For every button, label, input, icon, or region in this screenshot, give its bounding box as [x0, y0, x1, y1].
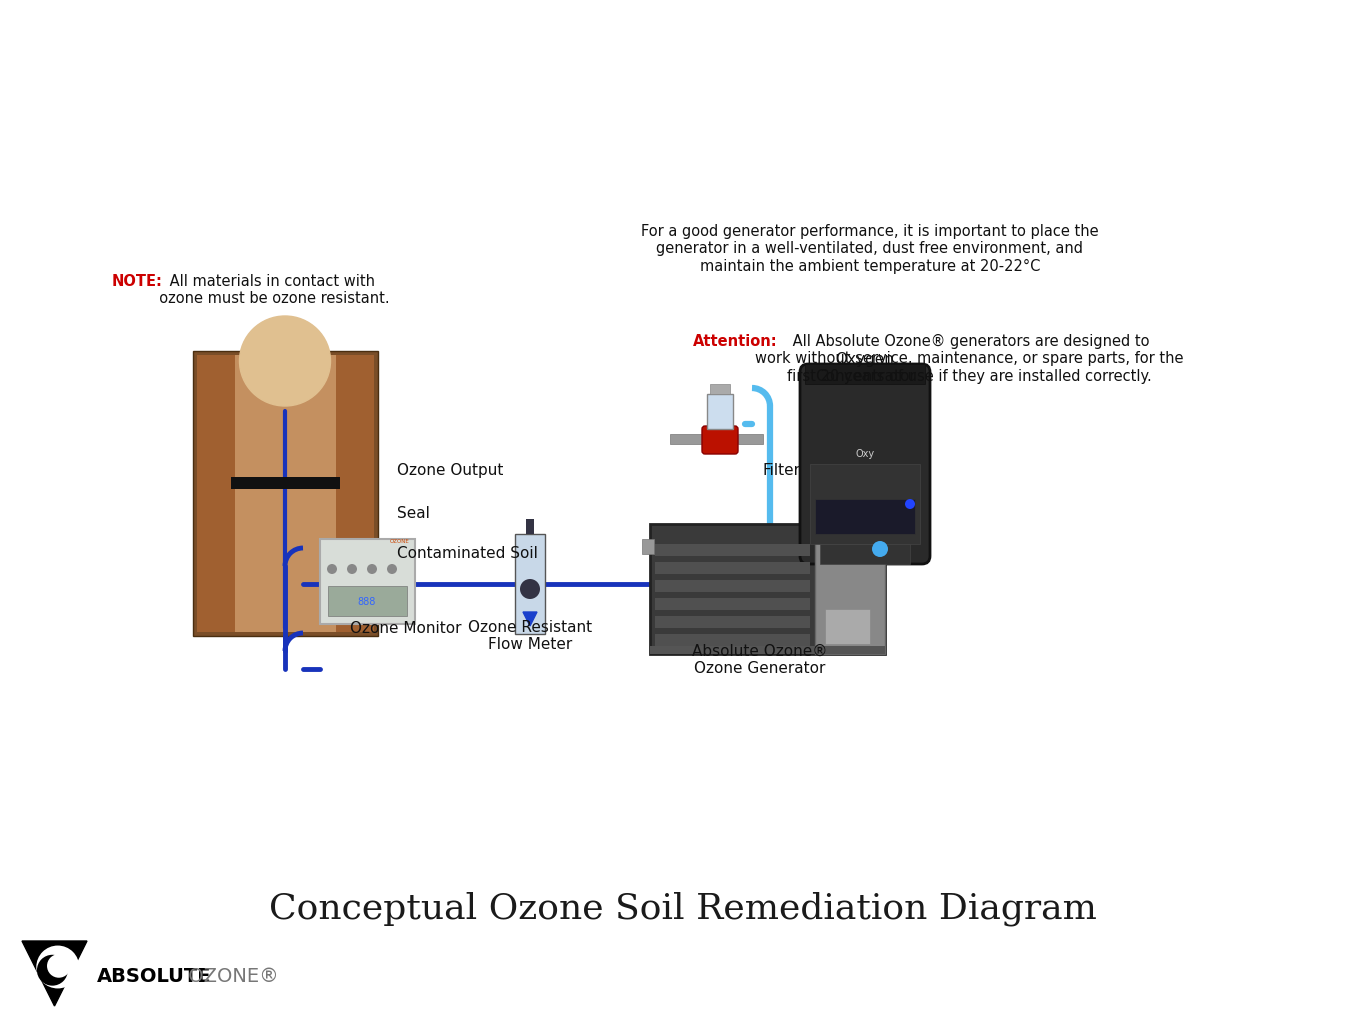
Text: Attention:: Attention:	[693, 334, 777, 349]
Text: OZONE: OZONE	[391, 539, 410, 544]
FancyBboxPatch shape	[515, 534, 545, 634]
FancyBboxPatch shape	[738, 434, 764, 444]
FancyBboxPatch shape	[820, 544, 910, 564]
FancyBboxPatch shape	[320, 539, 415, 624]
FancyBboxPatch shape	[800, 364, 930, 564]
Text: Ozone Monitor: Ozone Monitor	[350, 621, 462, 636]
FancyBboxPatch shape	[650, 524, 885, 654]
Text: 888: 888	[358, 597, 376, 607]
Circle shape	[387, 564, 398, 574]
Circle shape	[37, 945, 79, 988]
FancyBboxPatch shape	[669, 434, 702, 444]
FancyBboxPatch shape	[656, 616, 810, 628]
FancyBboxPatch shape	[650, 646, 885, 654]
Circle shape	[46, 954, 71, 978]
Circle shape	[906, 499, 915, 509]
FancyBboxPatch shape	[656, 562, 810, 574]
Text: Filter: Filter	[762, 463, 800, 478]
Text: ABSOLUTE: ABSOLUTE	[97, 968, 212, 986]
Text: Oxygen
Concentrator: Oxygen Concentrator	[814, 352, 915, 384]
FancyBboxPatch shape	[702, 426, 738, 454]
Text: Absolute Ozone®
Ozone Generator: Absolute Ozone® Ozone Generator	[693, 644, 828, 676]
Circle shape	[520, 579, 540, 599]
FancyBboxPatch shape	[656, 580, 810, 592]
Circle shape	[326, 564, 337, 574]
FancyBboxPatch shape	[810, 464, 919, 544]
Text: NOTE:: NOTE:	[112, 274, 163, 289]
Text: All Absolute Ozone® generators are designed to
work without service, maintenance: All Absolute Ozone® generators are desig…	[755, 334, 1183, 384]
Circle shape	[37, 954, 68, 986]
FancyBboxPatch shape	[656, 598, 810, 610]
FancyBboxPatch shape	[816, 524, 885, 654]
Circle shape	[347, 564, 357, 574]
Circle shape	[872, 541, 888, 557]
FancyBboxPatch shape	[193, 351, 378, 636]
FancyBboxPatch shape	[328, 586, 407, 616]
Text: Ozone Resistant
Flow Meter: Ozone Resistant Flow Meter	[469, 620, 591, 652]
FancyBboxPatch shape	[231, 477, 340, 489]
Circle shape	[367, 564, 377, 574]
FancyBboxPatch shape	[197, 355, 235, 632]
FancyBboxPatch shape	[656, 634, 810, 646]
FancyBboxPatch shape	[656, 544, 810, 556]
FancyBboxPatch shape	[708, 394, 734, 429]
Polygon shape	[523, 612, 537, 626]
Ellipse shape	[239, 316, 331, 406]
FancyBboxPatch shape	[526, 519, 534, 534]
FancyBboxPatch shape	[816, 499, 915, 534]
Text: Oxy: Oxy	[855, 449, 874, 459]
Text: Ozone Output: Ozone Output	[398, 464, 504, 478]
FancyBboxPatch shape	[710, 384, 729, 394]
FancyBboxPatch shape	[642, 539, 654, 554]
Text: For a good generator performance, it is important to place the
generator in a we: For a good generator performance, it is …	[641, 224, 1098, 273]
FancyBboxPatch shape	[825, 609, 870, 644]
FancyBboxPatch shape	[805, 364, 925, 384]
Text: Conceptual Ozone Soil Remediation Diagram: Conceptual Ozone Soil Remediation Diagra…	[269, 892, 1097, 927]
Text: All materials in contact with
  ozone must be ozone resistant.: All materials in contact with ozone must…	[150, 274, 389, 306]
Text: Seal: Seal	[398, 507, 430, 521]
FancyBboxPatch shape	[235, 355, 336, 632]
Text: OZONE®: OZONE®	[182, 968, 279, 986]
Polygon shape	[22, 941, 87, 1006]
FancyBboxPatch shape	[336, 355, 374, 632]
Text: Contaminated Soil: Contaminated Soil	[398, 547, 538, 561]
